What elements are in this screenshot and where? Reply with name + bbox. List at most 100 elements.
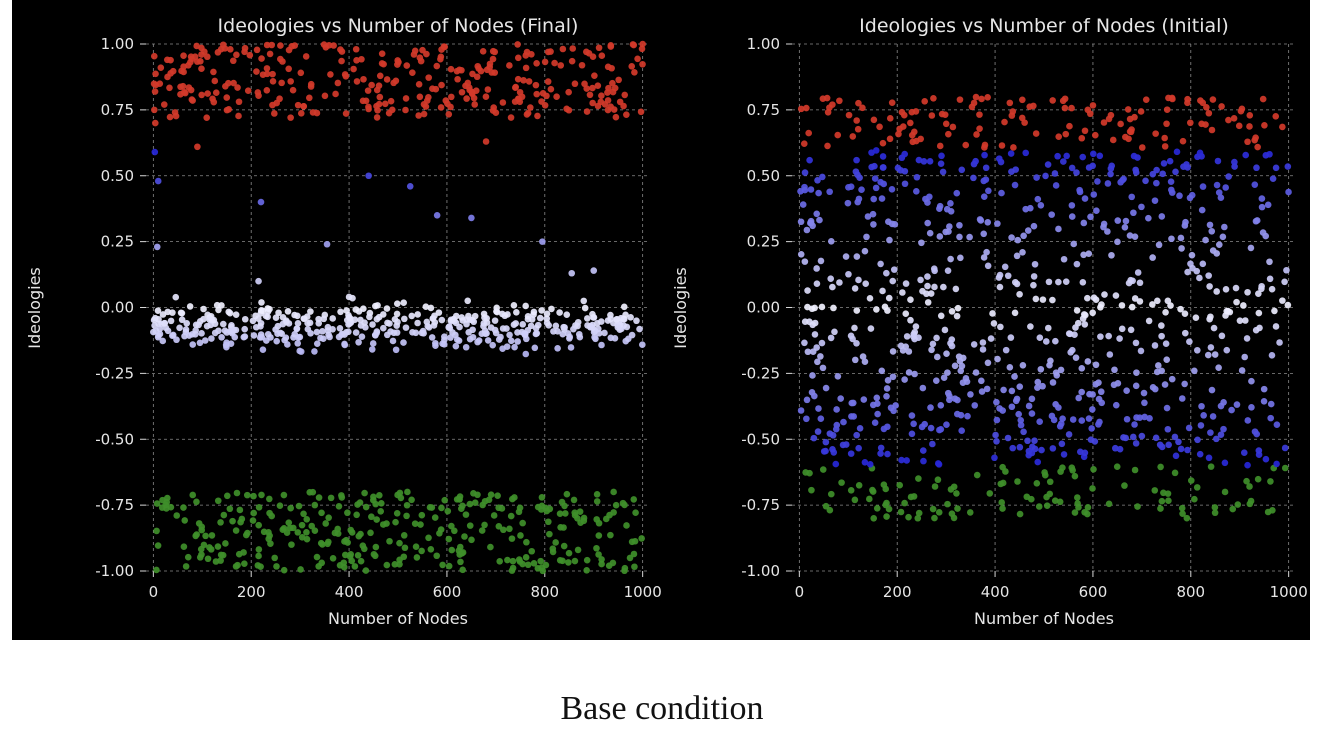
- data-point: [545, 518, 552, 526]
- data-point: [1043, 502, 1051, 509]
- data-point: [996, 271, 1004, 279]
- data-point: [1024, 227, 1032, 234]
- data-point: [217, 45, 225, 53]
- data-point: [1084, 504, 1092, 511]
- data-point: [558, 498, 566, 506]
- x-tick-label: 1000: [1270, 583, 1308, 601]
- data-point: [817, 257, 825, 265]
- data-point: [1161, 134, 1168, 142]
- data-point: [1014, 236, 1022, 244]
- data-point: [888, 99, 896, 106]
- data-point: [498, 505, 506, 512]
- data-point: [1215, 364, 1222, 372]
- data-point: [902, 310, 910, 318]
- data-point: [981, 144, 988, 151]
- data-point: [422, 303, 430, 310]
- data-point: [803, 226, 811, 234]
- data-point: [178, 309, 186, 317]
- data-point: [931, 283, 938, 291]
- data-point: [200, 305, 207, 313]
- data-point: [1100, 119, 1108, 126]
- data-point: [834, 373, 842, 380]
- data-point: [1284, 163, 1292, 170]
- data-point: [811, 392, 818, 400]
- data-point: [1098, 301, 1105, 308]
- data-point: [1252, 134, 1259, 141]
- plot-initial: Ideologies vs Number of Nodes (Initial) …: [671, 15, 1308, 628]
- data-point: [450, 315, 457, 323]
- data-point: [376, 491, 383, 499]
- data-point: [1137, 347, 1145, 355]
- data-point: [971, 402, 979, 409]
- data-point: [1116, 445, 1124, 453]
- data-point: [425, 534, 432, 542]
- data-point: [169, 331, 177, 339]
- data-point: [1268, 352, 1276, 359]
- data-point: [571, 80, 579, 88]
- data-point: [198, 330, 205, 337]
- data-point: [1272, 112, 1280, 120]
- data-point: [494, 492, 501, 500]
- data-point: [1163, 356, 1171, 364]
- data-point: [383, 76, 391, 83]
- data-point: [1132, 339, 1140, 347]
- data-point: [1225, 173, 1232, 180]
- data-point: [623, 522, 630, 529]
- data-point: [612, 113, 620, 121]
- data-point: [541, 101, 549, 109]
- data-point: [297, 69, 305, 77]
- data-point: [271, 110, 278, 117]
- data-point: [201, 337, 209, 344]
- data-point: [1259, 95, 1267, 103]
- data-point: [868, 163, 875, 171]
- data-point: [279, 58, 286, 65]
- data-point: [1058, 440, 1066, 448]
- data-point: [1219, 233, 1227, 241]
- data-point: [414, 311, 422, 318]
- data-point: [1127, 326, 1135, 334]
- data-point: [235, 98, 243, 106]
- data-point: [959, 354, 967, 362]
- data-point: [1196, 274, 1203, 282]
- data-point: [610, 488, 617, 496]
- data-point: [1025, 402, 1033, 410]
- data-point: [277, 42, 284, 49]
- data-point: [1081, 127, 1089, 135]
- data-point: [324, 540, 331, 548]
- data-point: [924, 282, 931, 290]
- data-point: [528, 316, 536, 323]
- data-point: [1193, 346, 1201, 354]
- data-point: [994, 220, 1001, 227]
- data-point: [1108, 251, 1115, 259]
- data-point: [417, 521, 424, 528]
- data-point: [412, 543, 420, 551]
- data-point: [151, 119, 159, 127]
- data-point: [800, 140, 808, 148]
- data-point: [803, 415, 810, 423]
- data-point: [1124, 106, 1132, 113]
- data-point: [276, 502, 284, 509]
- data-point: [1218, 332, 1226, 340]
- data-point: [324, 323, 332, 331]
- data-point: [184, 553, 192, 561]
- data-point: [1084, 358, 1092, 365]
- data-point: [376, 93, 384, 101]
- y-tick-label: -0.25: [95, 364, 134, 382]
- data-point: [832, 425, 840, 433]
- data-point: [602, 515, 610, 523]
- data-point: [543, 315, 551, 322]
- data-point: [169, 67, 177, 75]
- data-point: [1268, 285, 1276, 293]
- data-point: [241, 48, 248, 56]
- data-point: [879, 164, 887, 171]
- data-point: [150, 316, 158, 324]
- data-point: [933, 353, 941, 361]
- data-point: [303, 535, 311, 543]
- data-point: [362, 567, 370, 574]
- chart-title: Ideologies vs Number of Nodes (Final): [218, 15, 579, 37]
- data-point: [444, 507, 452, 515]
- x-tick-label: 200: [883, 583, 912, 601]
- data-point: [490, 512, 498, 519]
- data-point: [855, 195, 863, 203]
- data-point: [1213, 181, 1221, 189]
